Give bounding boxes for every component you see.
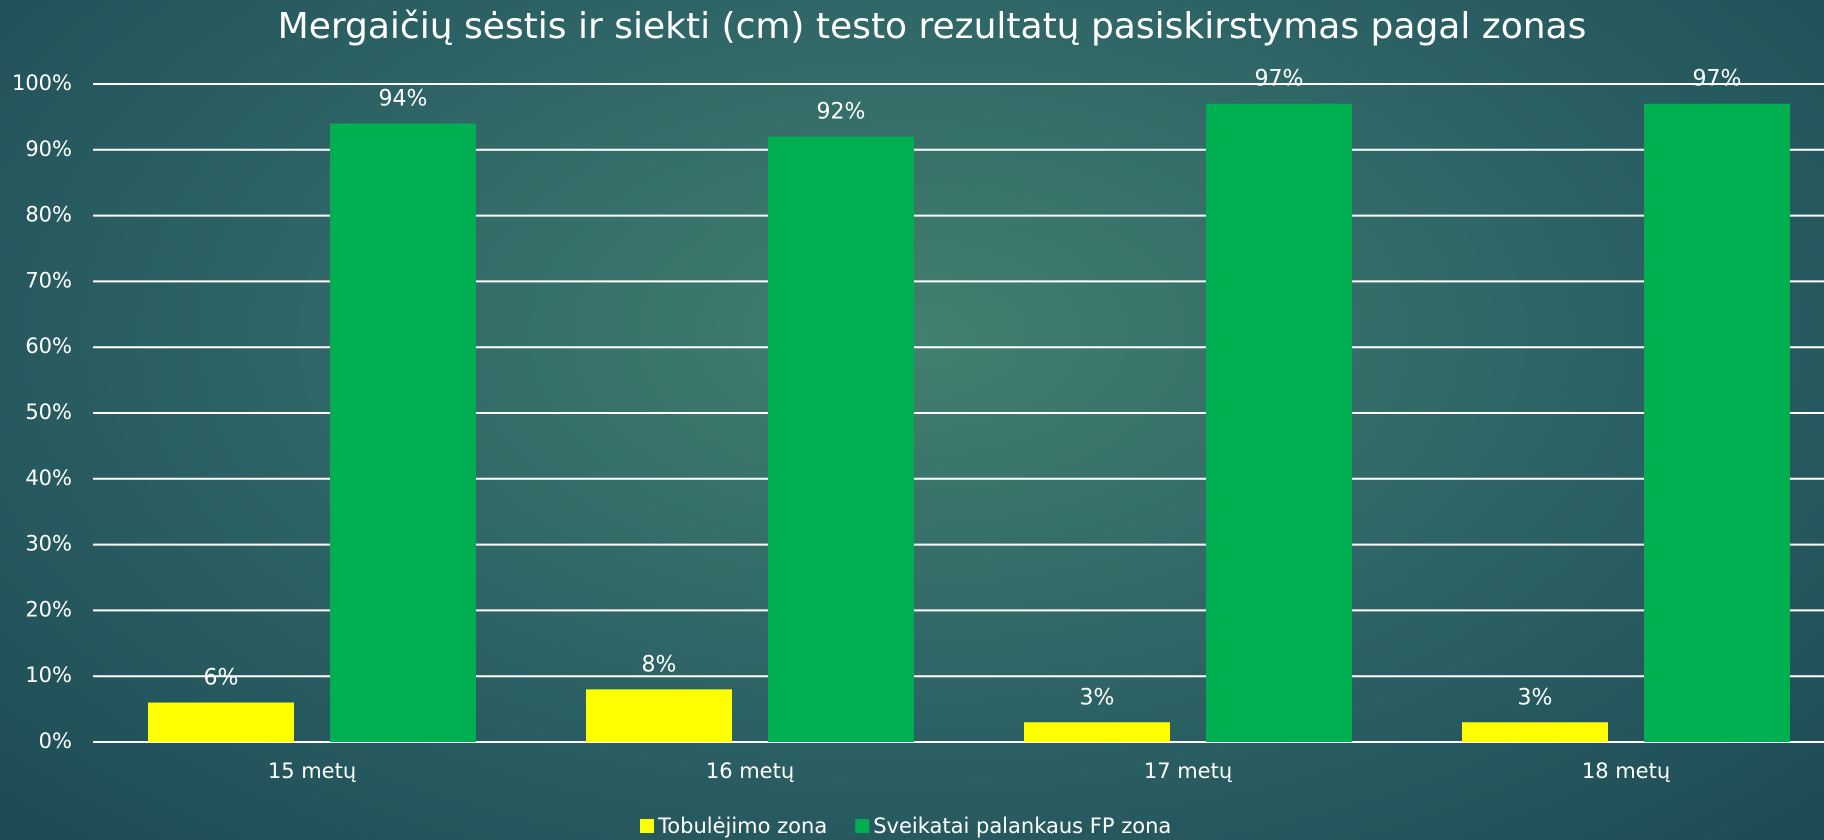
data-label: 94% bbox=[379, 86, 428, 111]
y-tick-label: 50% bbox=[25, 400, 72, 424]
y-tick-label: 70% bbox=[25, 268, 72, 292]
data-label: 6% bbox=[204, 666, 239, 691]
legend-swatch bbox=[640, 819, 654, 833]
data-label: 3% bbox=[1080, 685, 1115, 710]
bar bbox=[1462, 722, 1608, 742]
bar bbox=[768, 136, 914, 742]
bar bbox=[1644, 103, 1790, 743]
bar bbox=[148, 702, 294, 742]
y-tick-label: 100% bbox=[12, 71, 72, 95]
y-tick-label: 40% bbox=[25, 466, 72, 490]
data-label: 92% bbox=[817, 100, 866, 125]
bar bbox=[586, 689, 732, 742]
y-tick-label: 10% bbox=[25, 663, 72, 687]
x-tick-label: 16 metų bbox=[706, 759, 794, 783]
legend-label: Tobulėjimo zona bbox=[657, 814, 827, 838]
x-tick-label: 18 metų bbox=[1582, 759, 1670, 783]
y-tick-label: 80% bbox=[25, 203, 72, 227]
data-label: 3% bbox=[1518, 685, 1553, 710]
legend-swatch bbox=[855, 819, 870, 833]
y-tick-label: 30% bbox=[25, 532, 72, 556]
x-tick-label: 15 metų bbox=[268, 759, 356, 783]
legend-label: Sveikatai palankaus FP zona bbox=[873, 814, 1171, 838]
chart-title: Mergaičių sėstis ir siekti (cm) testo re… bbox=[278, 6, 1587, 47]
data-label: 97% bbox=[1255, 67, 1304, 92]
bar bbox=[1206, 103, 1352, 743]
y-tick-label: 90% bbox=[25, 137, 72, 161]
y-tick-label: 0% bbox=[39, 729, 72, 753]
data-label: 97% bbox=[1693, 67, 1742, 92]
bar bbox=[330, 123, 476, 743]
y-tick-label: 60% bbox=[25, 334, 72, 358]
y-tick-label: 20% bbox=[25, 597, 72, 621]
x-tick-label: 17 metų bbox=[1144, 759, 1232, 783]
data-label: 8% bbox=[642, 652, 677, 677]
bar bbox=[1024, 722, 1170, 742]
